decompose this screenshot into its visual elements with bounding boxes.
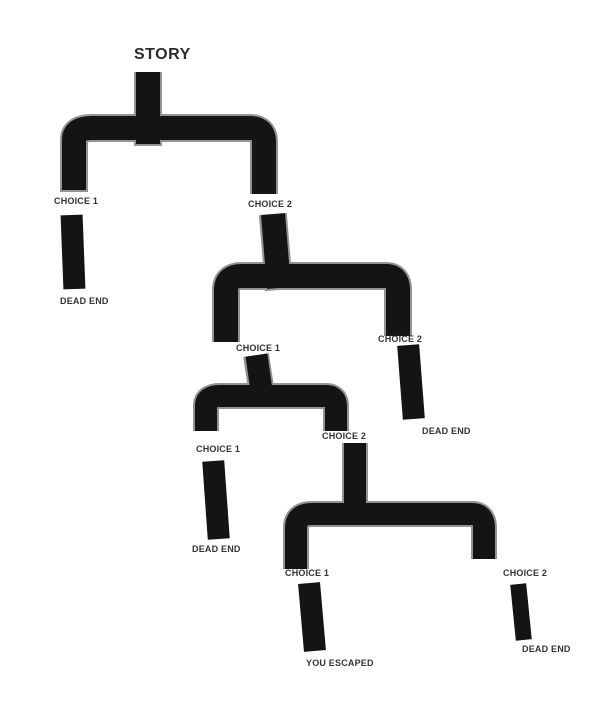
node-level4-choice1: CHOICE 1	[285, 568, 330, 578]
node-level4-result1: YOU ESCAPED	[306, 658, 374, 668]
node-level3-choice1: CHOICE 1	[196, 444, 241, 454]
diagram-title: STORY	[134, 46, 191, 63]
node-level2-choice2: CHOICE 2	[378, 334, 423, 344]
branch-story	[60, 72, 278, 194]
node-level3-result1: DEAD END	[192, 544, 241, 554]
node-level4-choice2: CHOICE 2	[503, 568, 548, 578]
node-level2-choice1: CHOICE 1	[236, 343, 281, 353]
stem-level3-choice1	[202, 460, 230, 540]
branch-level2-choice1	[193, 353, 349, 431]
stem-level1-choice1	[60, 214, 86, 290]
stem-level4-choice1	[298, 582, 326, 652]
node-level1-choice1: CHOICE 1	[54, 196, 99, 206]
branch-level3-choice2	[283, 443, 497, 569]
stem-level2-choice2	[397, 344, 425, 420]
node-level2-result2: DEAD END	[422, 426, 471, 436]
stem-level4-choice2	[510, 583, 532, 641]
node-level1-result1: DEAD END	[60, 296, 109, 306]
node-level3-choice2: CHOICE 2	[322, 431, 367, 441]
node-level1-choice2: CHOICE 2	[248, 199, 293, 209]
branch-level1-choice2	[212, 212, 412, 342]
node-level4-result2: DEAD END	[522, 644, 571, 654]
